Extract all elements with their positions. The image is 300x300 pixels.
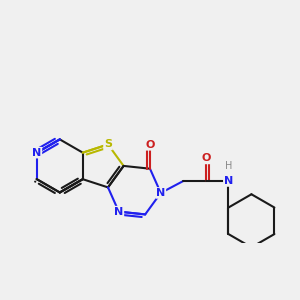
Text: O: O: [201, 153, 211, 164]
Text: H: H: [225, 161, 232, 171]
Text: S: S: [104, 140, 112, 149]
Text: N: N: [114, 207, 123, 217]
Text: O: O: [145, 140, 155, 150]
Text: N: N: [224, 176, 233, 186]
Text: N: N: [32, 148, 41, 158]
Text: N: N: [156, 188, 165, 198]
